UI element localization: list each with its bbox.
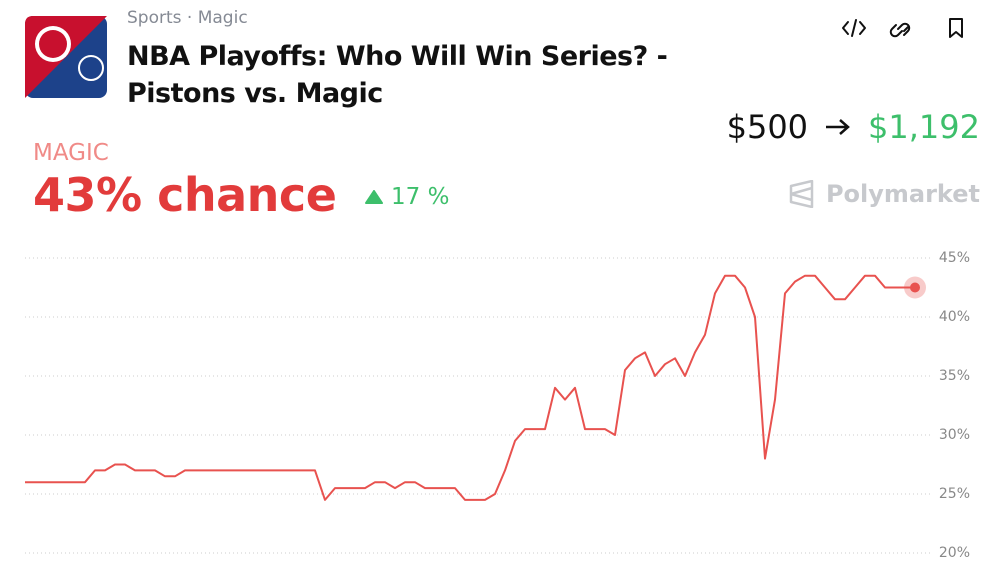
y-tick-label: 45% — [939, 250, 970, 266]
toolbar — [842, 18, 963, 38]
brand: Polymarket — [788, 180, 980, 208]
price-line — [25, 274, 915, 501]
y-tick-label: 25% — [939, 486, 970, 502]
chance: 43% chance — [33, 168, 337, 222]
crumb[interactable]: Sports — [127, 8, 182, 28]
current-point — [910, 282, 920, 293]
change-value: 17 % — [391, 184, 450, 210]
brand-logo — [789, 180, 814, 208]
arrow — [826, 119, 850, 135]
y-tick-label: 35% — [939, 368, 970, 384]
up-triangle — [365, 190, 383, 204]
team-logo — [25, 16, 107, 98]
crumb[interactable]: Magic — [182, 8, 248, 28]
brand-name: Polymarket — [825, 180, 980, 208]
return: $1,192 — [868, 108, 980, 146]
breadcrumb: SportsMagic — [127, 8, 248, 28]
bookmark-button[interactable] — [949, 18, 963, 38]
link-button[interactable] — [889, 22, 911, 38]
y-tick-label: 30% — [939, 427, 970, 443]
embed-button[interactable] — [842, 19, 866, 37]
stake: $500 — [726, 108, 809, 146]
market-title: NBA Playoffs: Who Will Win Series? - Pis… — [127, 41, 668, 109]
payout: $500 $1,192 — [727, 108, 980, 146]
y-tick-label: 20% — [939, 545, 970, 561]
change: 17 % — [365, 184, 449, 210]
outcome-name: MAGIC — [33, 140, 109, 166]
y-tick-label: 40% — [939, 309, 970, 325]
